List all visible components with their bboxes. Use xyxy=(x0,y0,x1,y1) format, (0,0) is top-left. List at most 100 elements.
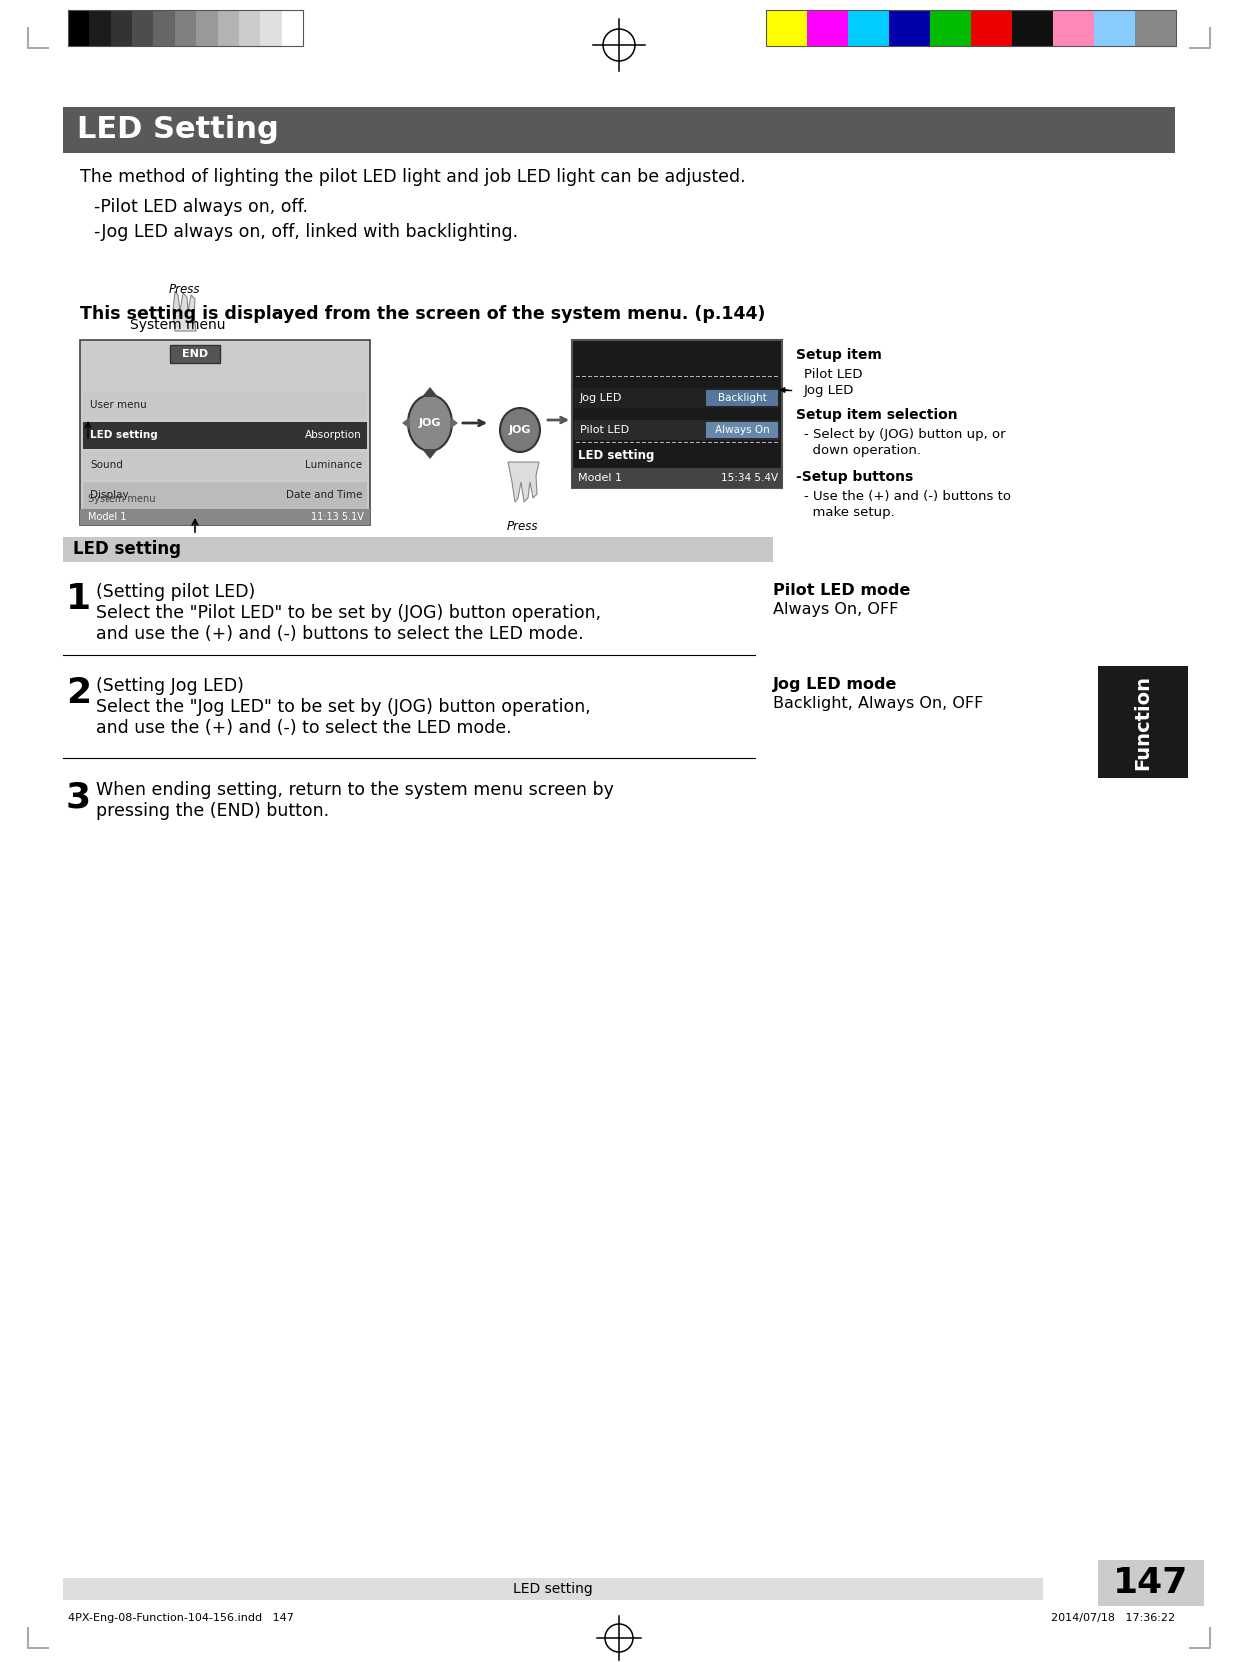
Text: Pilot LED: Pilot LED xyxy=(579,425,629,435)
Bar xyxy=(83,452,366,479)
Text: - Select by (JOG) button up, or: - Select by (JOG) button up, or xyxy=(803,429,1005,440)
Text: 1: 1 xyxy=(66,582,92,617)
Bar xyxy=(1011,10,1054,47)
Bar xyxy=(807,10,848,47)
Bar xyxy=(281,10,303,47)
Text: Select the "Jog LED" to be set by (JOG) button operation,: Select the "Jog LED" to be set by (JOG) … xyxy=(97,698,591,716)
Ellipse shape xyxy=(409,396,452,450)
Text: LED Setting: LED Setting xyxy=(77,115,279,145)
Text: LED setting: LED setting xyxy=(513,1582,593,1596)
Bar xyxy=(1094,10,1135,47)
Text: down operation.: down operation. xyxy=(803,444,921,457)
Bar xyxy=(218,10,239,47)
Bar xyxy=(170,346,220,362)
Text: System menu: System menu xyxy=(88,494,156,504)
Text: and use the (+) and (-) to select the LED mode.: and use the (+) and (-) to select the LE… xyxy=(97,720,511,736)
Text: Backlight: Backlight xyxy=(718,392,766,402)
Bar xyxy=(110,10,132,47)
Text: The method of lighting the pilot LED light and job LED light can be adjusted.: The method of lighting the pilot LED lig… xyxy=(80,168,745,186)
Text: 2: 2 xyxy=(66,676,92,710)
Polygon shape xyxy=(173,291,196,331)
Text: Model 1: Model 1 xyxy=(578,474,621,484)
Bar xyxy=(175,10,196,47)
Bar xyxy=(260,10,281,47)
Text: Setup item: Setup item xyxy=(796,347,881,362)
Polygon shape xyxy=(449,417,458,429)
Text: Setup item selection: Setup item selection xyxy=(796,407,958,422)
Bar xyxy=(889,10,930,47)
Bar xyxy=(83,392,366,419)
Text: -Setup buttons: -Setup buttons xyxy=(796,470,914,484)
Bar xyxy=(574,420,780,440)
Polygon shape xyxy=(402,417,410,429)
Text: System menu: System menu xyxy=(130,317,225,332)
Text: 11:13 5.1V: 11:13 5.1V xyxy=(311,512,364,522)
Text: LED setting: LED setting xyxy=(578,449,655,462)
Text: When ending setting, return to the system menu screen by: When ending setting, return to the syste… xyxy=(97,781,614,799)
Bar xyxy=(83,482,366,509)
Bar xyxy=(196,10,218,47)
Text: Date and Time: Date and Time xyxy=(286,490,361,500)
Text: Jog LED: Jog LED xyxy=(579,392,623,402)
Text: and use the (+) and (-) buttons to select the LED mode.: and use the (+) and (-) buttons to selec… xyxy=(97,625,583,643)
Text: Model 1: Model 1 xyxy=(88,512,126,522)
Polygon shape xyxy=(508,462,539,502)
Text: 3: 3 xyxy=(66,779,92,814)
Text: Pilot LED: Pilot LED xyxy=(803,367,863,381)
Text: Press: Press xyxy=(506,520,537,534)
Text: (Setting pilot LED): (Setting pilot LED) xyxy=(97,583,255,602)
Polygon shape xyxy=(422,449,438,459)
Text: Absorption: Absorption xyxy=(306,430,361,440)
Bar xyxy=(766,10,1176,47)
Text: Press: Press xyxy=(168,283,199,296)
Bar xyxy=(574,387,780,407)
Text: 2014/07/18   17:36:22: 2014/07/18 17:36:22 xyxy=(1051,1614,1175,1624)
Bar xyxy=(848,10,889,47)
Text: Sound: Sound xyxy=(90,460,123,470)
Bar xyxy=(706,422,777,439)
Text: Always On: Always On xyxy=(714,425,769,435)
Ellipse shape xyxy=(500,407,540,452)
Bar xyxy=(766,10,807,47)
Text: (Setting Jog LED): (Setting Jog LED) xyxy=(97,676,244,695)
Bar xyxy=(1098,666,1188,778)
Bar xyxy=(68,10,89,47)
Bar xyxy=(1135,10,1176,47)
Text: -Jog LED always on, off, linked with backlighting.: -Jog LED always on, off, linked with bac… xyxy=(94,223,519,241)
Text: 15:34 5.4V: 15:34 5.4V xyxy=(721,474,777,484)
Bar xyxy=(80,509,370,525)
Text: Select the "Pilot LED" to be set by (JOG) button operation,: Select the "Pilot LED" to be set by (JOG… xyxy=(97,603,602,622)
Text: LED setting: LED setting xyxy=(73,540,181,558)
Text: - Use the (+) and (-) buttons to: - Use the (+) and (-) buttons to xyxy=(803,490,1011,504)
Bar xyxy=(132,10,154,47)
Bar xyxy=(1098,1561,1205,1605)
Bar xyxy=(706,391,777,406)
Text: Function: Function xyxy=(1134,675,1153,770)
Bar xyxy=(239,10,260,47)
Bar xyxy=(68,10,303,47)
Bar xyxy=(63,1577,1042,1601)
Text: 147: 147 xyxy=(1113,1566,1188,1601)
Text: Jog LED mode: Jog LED mode xyxy=(773,676,898,691)
Bar xyxy=(572,469,782,489)
Text: JOG: JOG xyxy=(418,419,441,429)
Bar xyxy=(1054,10,1094,47)
Text: Luminance: Luminance xyxy=(305,460,361,470)
Bar xyxy=(63,537,773,562)
Text: END: END xyxy=(182,349,208,359)
Bar xyxy=(89,10,110,47)
Text: make setup.: make setup. xyxy=(803,505,895,519)
Text: JOG: JOG xyxy=(509,425,531,435)
Bar xyxy=(930,10,971,47)
Text: LED setting: LED setting xyxy=(90,430,157,440)
Polygon shape xyxy=(422,387,438,397)
Bar xyxy=(83,422,366,449)
Text: -Pilot LED always on, off.: -Pilot LED always on, off. xyxy=(94,198,308,216)
Text: Jog LED: Jog LED xyxy=(803,384,854,397)
Bar xyxy=(154,10,175,47)
Text: Pilot LED mode: Pilot LED mode xyxy=(773,583,910,598)
Text: Backlight, Always On, OFF: Backlight, Always On, OFF xyxy=(773,696,983,711)
Bar xyxy=(80,341,370,525)
Bar xyxy=(971,10,1011,47)
Text: User menu: User menu xyxy=(90,401,147,411)
